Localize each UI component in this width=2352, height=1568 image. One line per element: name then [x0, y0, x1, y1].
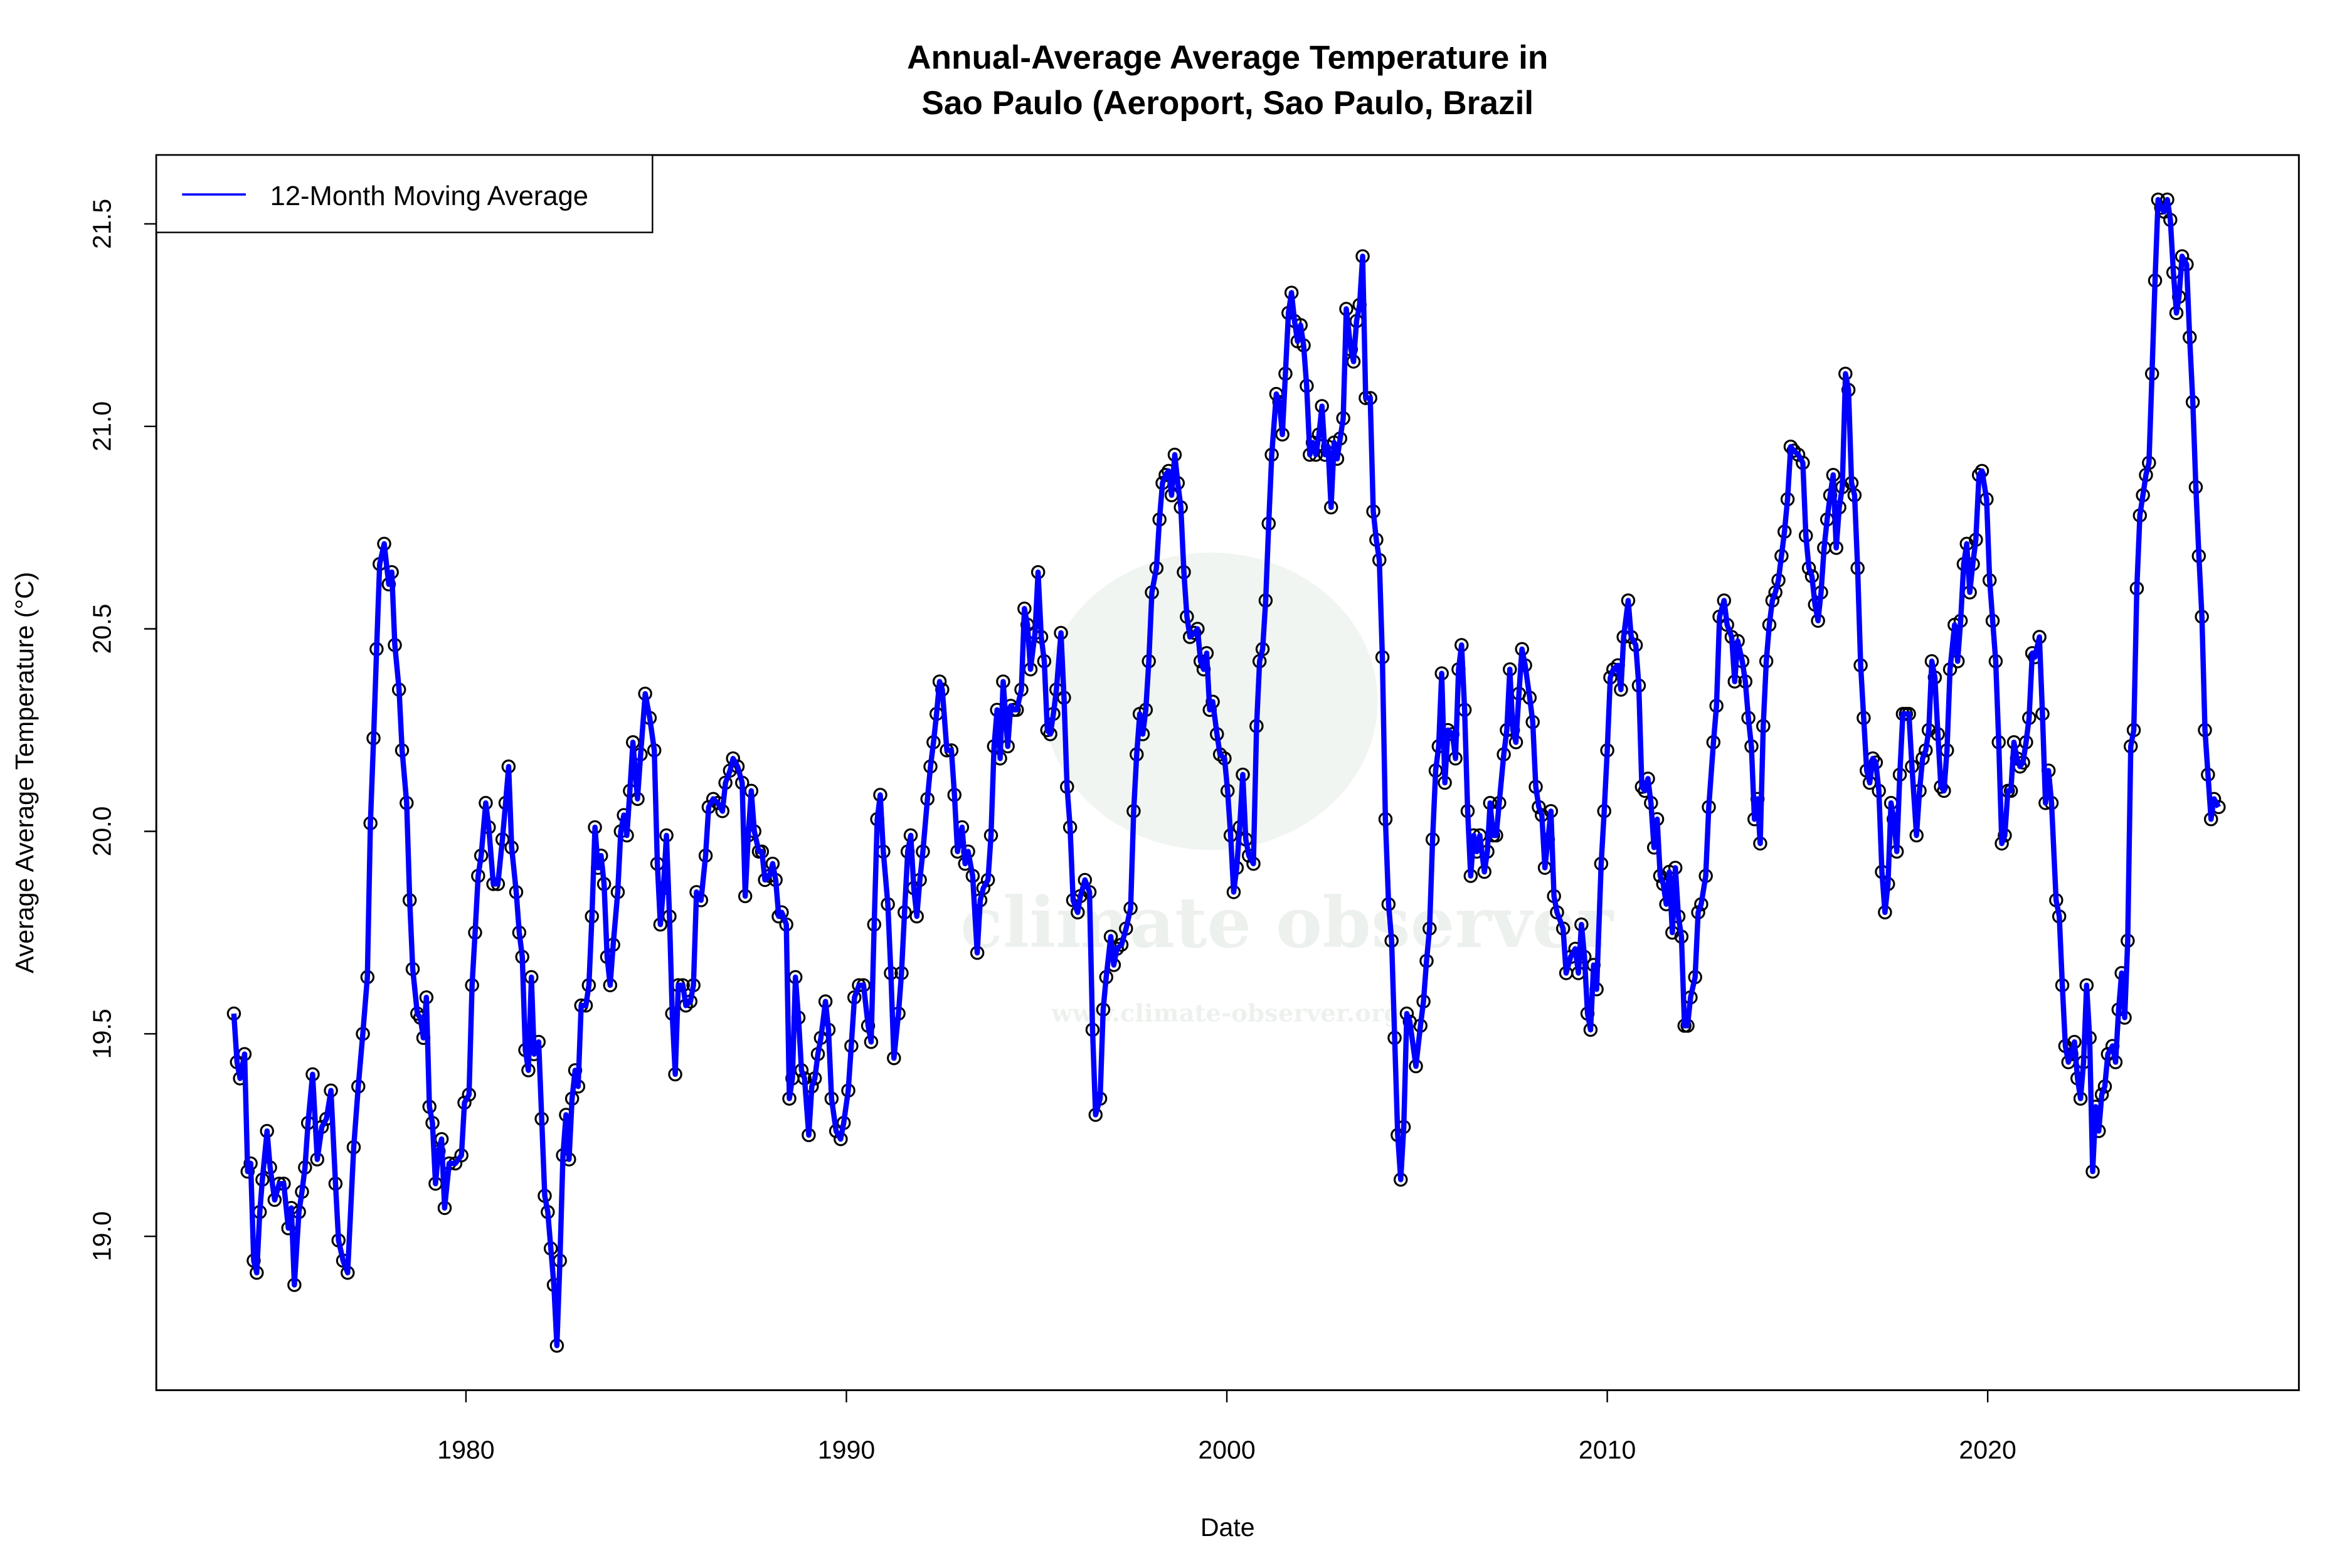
x-tick-label: 2010 — [1579, 1435, 1636, 1464]
y-tick-label: 21.5 — [88, 199, 117, 249]
y-tick-label: 21.0 — [88, 401, 117, 452]
x-tick-label: 1990 — [818, 1435, 875, 1464]
y-tick-label: 19.0 — [88, 1211, 117, 1261]
y-axis: 19.0 19.5 20.0 20.5 21.0 21.5 — [88, 199, 157, 1261]
x-axis-label: Date — [1200, 1513, 1255, 1542]
watermark-text: climate observer — [960, 882, 1614, 964]
x-axis: 1980 1990 2000 2010 2020 — [437, 1389, 2016, 1464]
watermark: climate observer www.climate-observer.or… — [960, 553, 1614, 1028]
x-tick-label: 2020 — [1959, 1435, 2016, 1464]
data-point — [1786, 443, 1801, 458]
y-tick-label: 20.0 — [88, 806, 117, 856]
watermark-url: www.climate-observer.org — [1051, 1000, 1401, 1028]
series-line — [231, 197, 2222, 1348]
chart-title-line-1: Annual-Average Average Temperature in — [907, 39, 1548, 76]
y-tick-label: 19.5 — [88, 1009, 117, 1059]
legend: 12-Month Moving Average — [155, 154, 654, 233]
x-tick-label: 1980 — [437, 1435, 494, 1464]
y-axis-label: Average Average Temperature (°C) — [10, 572, 39, 973]
x-tick-label: 2000 — [1198, 1435, 1255, 1464]
chart-title-line-2: Sao Paulo (Aeroport, Sao Paulo, Brazil — [921, 85, 1534, 122]
y-tick-label: 20.5 — [88, 604, 117, 654]
legend-entry: 12-Month Moving Average — [270, 181, 588, 211]
data-point — [706, 792, 721, 807]
